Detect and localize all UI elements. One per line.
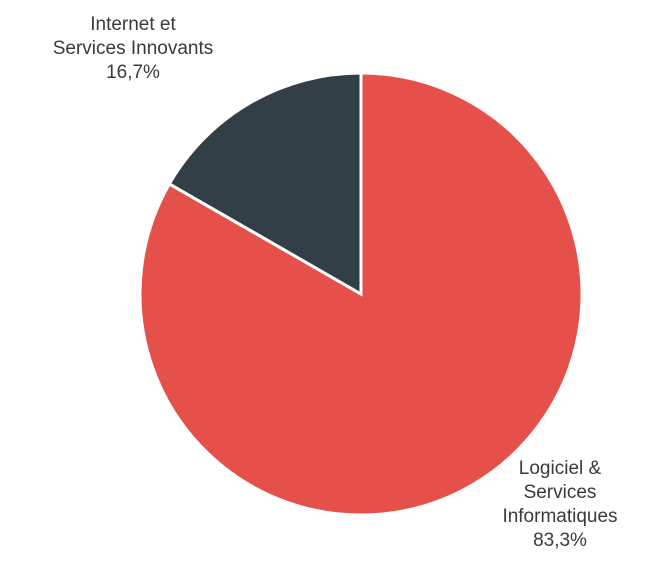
pie-label-line: Internet et [90,14,176,35]
pie-label-line: Services Innovants [53,38,214,59]
pie-slice-internet-et-services-innovants [167,71,363,297]
pie-label-line: Informatiques [502,506,617,527]
pie-label-line: Logiciel & [519,458,602,479]
pie-label-value: 16,7% [106,62,160,83]
pie-label-line: Services [524,482,597,503]
pie-label-value: 83,3% [533,530,587,551]
pie-label-logiciel-and-services-informatiques: Logiciel & Services Informatiques 83,3% [502,458,617,551]
pie-labels: Logiciel & Services Informatiques 83,3% Inte… [53,14,618,551]
pie-label-internet-et-services-innovants: Internet et Services Innovants 16,7% [53,14,214,83]
pie-slices [138,71,584,517]
